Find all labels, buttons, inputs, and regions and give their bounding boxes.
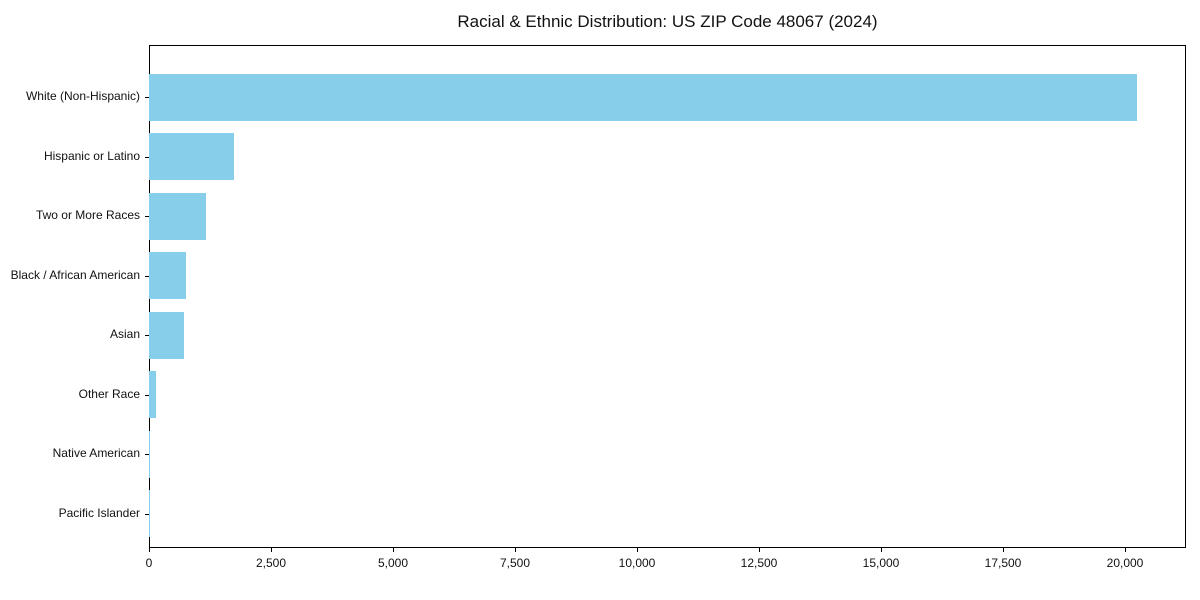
y-tick-mark: [145, 454, 149, 456]
x-tick-mark: [515, 548, 516, 552]
y-tick-label: Pacific Islander: [58, 505, 140, 520]
x-tick-label: 0: [145, 556, 153, 570]
y-tick-label: Hispanic or Latino: [43, 148, 140, 163]
x-tick-label: 17,500: [984, 556, 1022, 570]
x-tick-mark: [759, 548, 760, 552]
bar: [149, 252, 187, 300]
x-tick-mark: [271, 548, 272, 552]
x-tick-label: 10,000: [618, 556, 656, 570]
x-tick-label: 12,500: [740, 556, 778, 570]
x-tick-label: 7,500: [499, 556, 531, 570]
x-tick-mark: [393, 548, 394, 552]
x-tick-mark: [149, 548, 150, 552]
y-tick-label: White (Non-Hispanic): [25, 89, 140, 103]
bar: [149, 73, 1137, 121]
y-tick-mark: [145, 216, 149, 218]
bar: [149, 311, 184, 359]
y-tick-label: Other Race: [78, 386, 140, 401]
y-tick-label: Black / African American: [10, 267, 140, 282]
plot-area: [149, 45, 1186, 548]
x-tick-mark: [637, 548, 638, 552]
y-tick-label: Native American: [52, 446, 140, 461]
chart-title: Racial & Ethnic Distribution: US ZIP Cod…: [457, 12, 878, 31]
bar: [149, 192, 206, 240]
x-tick-label: 20,000: [1106, 556, 1144, 570]
bar: [149, 133, 235, 181]
y-tick-label: Two or More Races: [35, 208, 140, 223]
y-tick-mark: [145, 513, 149, 515]
y-tick-mark: [145, 335, 149, 337]
x-tick-mark: [1125, 548, 1126, 552]
y-tick-label: Asian: [109, 327, 140, 342]
y-tick-mark: [145, 156, 149, 158]
y-tick-mark: [145, 394, 149, 396]
x-tick-label: 15,000: [862, 556, 900, 570]
x-tick-label: 5,000: [377, 556, 409, 570]
x-tick-label: 2,500: [255, 556, 287, 570]
x-tick-mark: [881, 548, 882, 552]
x-tick-mark: [1003, 548, 1004, 552]
y-tick-mark: [145, 97, 149, 98]
y-tick-mark: [145, 275, 149, 277]
bar: [149, 371, 157, 419]
